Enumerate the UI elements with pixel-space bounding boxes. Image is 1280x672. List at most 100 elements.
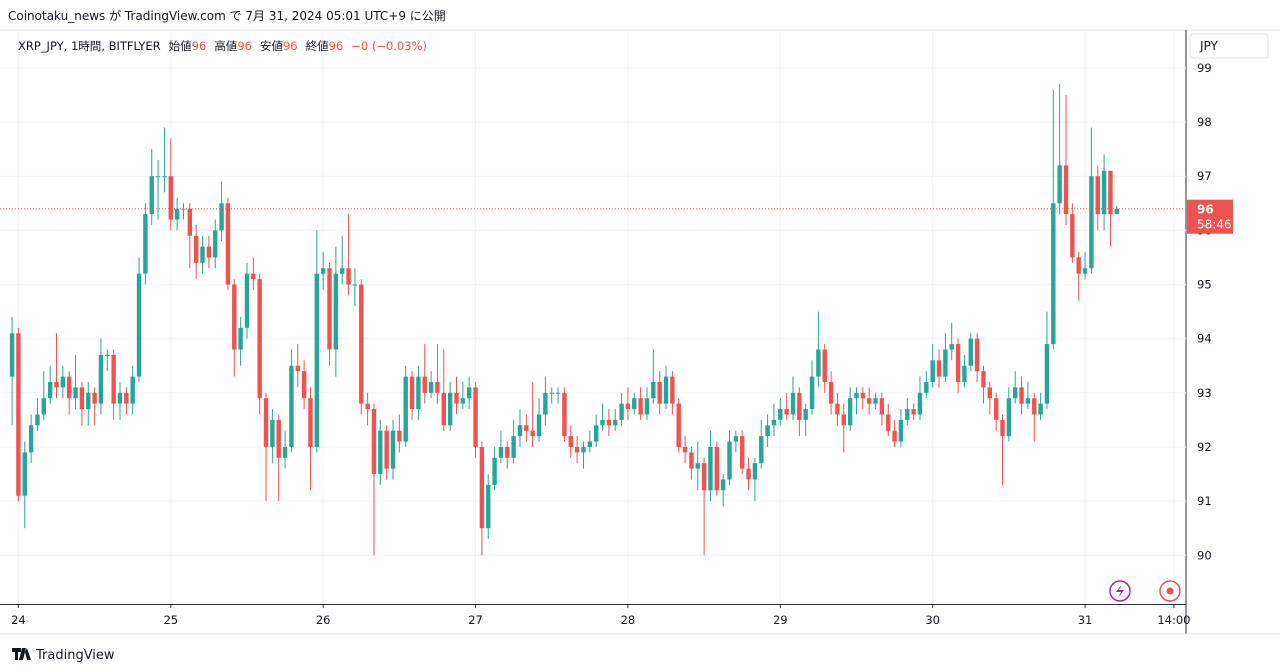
candle-body: [771, 419, 777, 426]
candle-body: [733, 436, 739, 442]
candle-body: [543, 392, 548, 415]
candle-body: [1101, 170, 1107, 215]
candle-body: [638, 398, 643, 415]
candle-body: [473, 387, 478, 447]
candle-body: [340, 268, 345, 274]
candle-body: [828, 381, 834, 404]
legend-item: 安値: [260, 39, 283, 53]
tv-logo: [12, 648, 31, 660]
candle-body: [1025, 398, 1031, 404]
candle-body: [16, 333, 21, 496]
candle-body: [682, 446, 688, 453]
candle-body: [740, 436, 745, 469]
candle-body: [67, 376, 72, 399]
candle-body: [206, 246, 212, 258]
candle-body: [714, 446, 720, 491]
footer-brand: TradingView: [35, 648, 115, 663]
candle-body: [1006, 398, 1012, 437]
y-tick-label: 92: [1197, 440, 1212, 454]
candle-body: [232, 284, 237, 350]
candle-body: [974, 338, 980, 372]
replay-icon[interactable]: [1159, 580, 1181, 602]
candle-body: [727, 441, 732, 480]
candle-body: [511, 436, 516, 458]
y-tick-label: 99: [1197, 61, 1212, 75]
candle-body: [403, 376, 408, 442]
candle-body: [359, 284, 364, 404]
candle-body: [924, 381, 929, 393]
candle-body: [670, 376, 675, 404]
x-tick-label: 14:00: [1157, 613, 1190, 627]
candle-body: [1108, 170, 1113, 215]
legend-item: 終値: [306, 39, 329, 53]
candle-body: [759, 436, 764, 464]
candle-body: [1063, 165, 1069, 215]
candle-body: [22, 452, 27, 496]
candle-body: [536, 414, 542, 437]
replay-icon-dot: [1166, 587, 1174, 595]
candle-body: [289, 365, 294, 447]
candle-body: [47, 381, 53, 399]
legend-item: 始値: [169, 39, 192, 53]
candle-body: [213, 230, 218, 258]
candle-body: [555, 392, 561, 394]
candle-body: [447, 392, 453, 426]
candle-body: [416, 376, 421, 410]
last-price-box: [1187, 199, 1233, 234]
candle-body: [549, 392, 554, 394]
candle-body: [225, 203, 231, 285]
candle-body: [1051, 203, 1056, 345]
candle-body: [676, 403, 681, 447]
candle-body: [701, 463, 707, 491]
x-tick-label: 31: [1078, 613, 1093, 627]
candle-body: [847, 398, 853, 426]
currency[interactable]: JPY: [1199, 39, 1219, 53]
candle-body: [251, 273, 256, 280]
y-tick-label: 93: [1197, 386, 1212, 400]
x-tick-label: 26: [316, 613, 331, 627]
candle-body: [765, 425, 770, 437]
candle-body: [263, 398, 269, 447]
candle-body: [778, 409, 783, 420]
candles: [9, 84, 1119, 556]
candle-body: [841, 414, 846, 426]
candle-body: [346, 268, 351, 285]
candle-body: [441, 392, 446, 426]
candle-body: [689, 452, 694, 469]
candle-body: [505, 446, 510, 458]
candle-body: [752, 463, 758, 480]
candle-body: [587, 441, 593, 447]
candle-body: [314, 273, 320, 447]
candle-body: [435, 381, 440, 393]
candle-body: [54, 381, 59, 388]
candle-body: [892, 430, 897, 442]
x-tick-label: 28: [621, 613, 636, 627]
candle-body: [981, 371, 986, 388]
candle-body: [822, 349, 827, 382]
candle-body: [632, 398, 637, 410]
legend-item: 96: [329, 39, 344, 53]
candle-body: [949, 344, 954, 350]
legend-item: −0 (−0.03%): [351, 39, 427, 53]
candle-body: [873, 398, 878, 404]
y-tick-label: 91: [1197, 494, 1212, 508]
alert-icon[interactable]: [1109, 580, 1131, 602]
candle-body: [168, 176, 173, 220]
candle-body: [1076, 257, 1081, 274]
candle-body: [593, 425, 599, 442]
candle-body: [244, 273, 250, 328]
candle-body: [1019, 387, 1024, 404]
candle-body: [124, 392, 129, 404]
candle-body: [517, 425, 523, 437]
currency-button[interactable]: [1189, 33, 1269, 59]
y-tick-label: 94: [1197, 332, 1212, 346]
candle-body: [600, 419, 605, 426]
candle-body: [619, 403, 624, 420]
candle-body: [320, 268, 326, 274]
legend-item: XRP_JPY, 1時間, BITFLYER: [18, 39, 161, 53]
candle-body: [143, 214, 148, 274]
candle-body: [98, 354, 104, 404]
candle-body: [130, 376, 135, 404]
